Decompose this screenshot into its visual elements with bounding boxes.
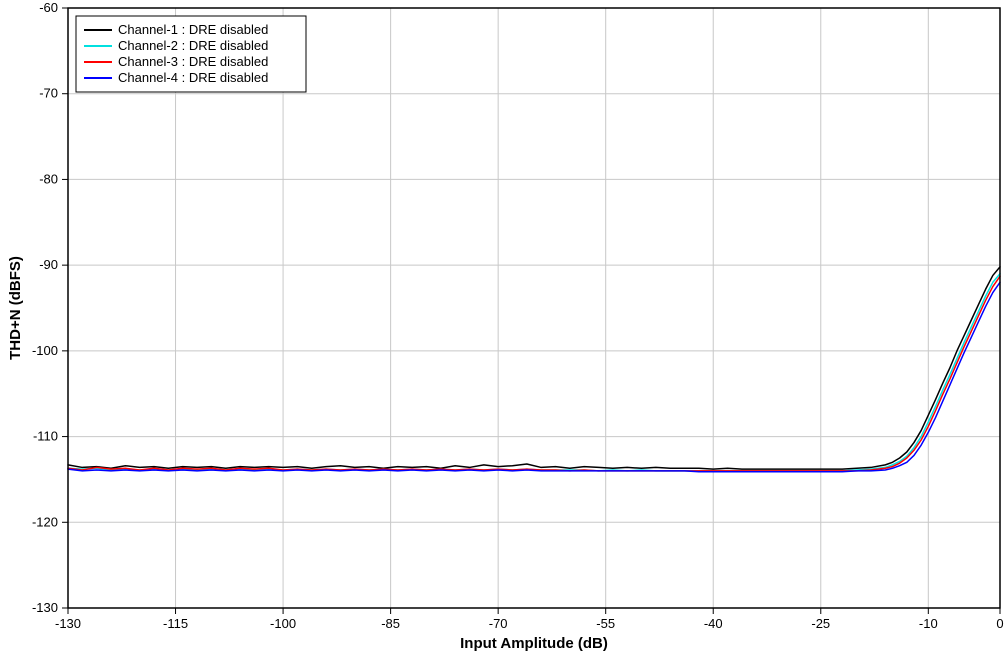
y-tick-label: -90: [39, 257, 58, 272]
legend-label: Channel-4 : DRE disabled: [118, 70, 268, 85]
x-tick-label: -10: [919, 616, 938, 631]
legend-label: Channel-2 : DRE disabled: [118, 38, 268, 53]
x-tick-label: -115: [163, 616, 188, 631]
y-tick-label: -70: [39, 86, 58, 101]
y-axis-label: THD+N (dBFS): [7, 256, 24, 360]
y-tick-label: -100: [32, 343, 58, 358]
y-tick-label: -120: [32, 514, 58, 529]
chart-svg: -130-115-100-85-70-55-40-25-100-130-120-…: [0, 0, 1008, 652]
x-tick-label: -85: [381, 616, 400, 631]
x-tick-label: -100: [270, 616, 296, 631]
y-tick-label: -80: [39, 171, 58, 186]
legend: Channel-1 : DRE disabledChannel-2 : DRE …: [76, 16, 306, 92]
x-tick-label: -55: [596, 616, 615, 631]
x-tick-label: -130: [55, 616, 81, 631]
x-tick-label: -25: [811, 616, 830, 631]
thdn-chart: -130-115-100-85-70-55-40-25-100-130-120-…: [0, 0, 1008, 652]
legend-label: Channel-1 : DRE disabled: [118, 22, 268, 37]
y-tick-label: -110: [33, 429, 58, 444]
y-tick-label: -60: [39, 0, 58, 15]
x-axis-label: Input Amplitude (dB): [460, 635, 608, 652]
x-tick-label: -70: [489, 616, 508, 631]
y-tick-label: -130: [32, 600, 58, 615]
legend-label: Channel-3 : DRE disabled: [118, 54, 268, 69]
x-tick-label: -40: [704, 616, 723, 631]
x-tick-label: 0: [996, 616, 1003, 631]
